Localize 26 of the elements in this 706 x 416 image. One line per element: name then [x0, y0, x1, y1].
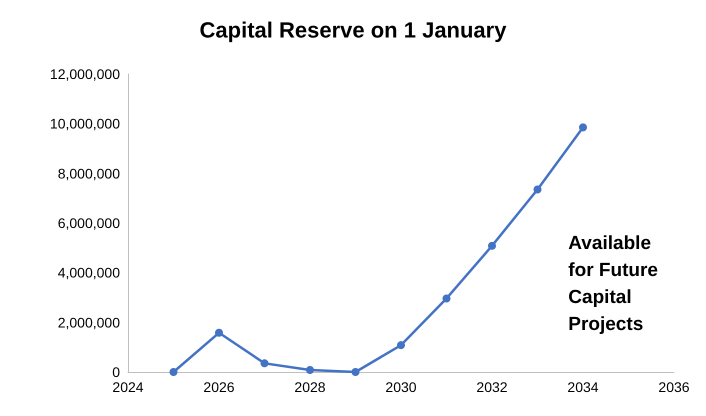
y-tick-label: 10,000,000: [50, 116, 120, 132]
y-tick-label: 6,000,000: [58, 215, 120, 231]
point: [397, 341, 405, 350]
point: [534, 185, 542, 194]
chart-title: Capital Reserve on 1 January: [200, 18, 508, 42]
point: [579, 123, 587, 132]
point: [352, 368, 360, 376]
y-tick-label: 12,000,000: [50, 66, 120, 82]
point: [306, 366, 314, 374]
point: [215, 328, 223, 337]
point: [442, 294, 450, 302]
y-tick-label: 2,000,000: [58, 314, 120, 330]
y-tick-label: 4,000,000: [58, 264, 120, 281]
annotation: Available for Future Capital Projects: [568, 233, 658, 335]
x-tick-label: 2030: [385, 379, 417, 395]
x-tick-label: 2026: [203, 379, 235, 395]
x-tick-label: 2034: [567, 379, 599, 395]
point: [488, 242, 496, 250]
point: [170, 368, 178, 376]
x-tick-label: 2028: [294, 379, 326, 395]
x-tick-label: 2024: [112, 379, 144, 395]
x-tick-label: 2036: [658, 379, 690, 395]
y-tick-label: 0: [112, 364, 120, 380]
x-tick-label: 2032: [476, 379, 508, 395]
y-tick-label: 8,000,000: [58, 165, 120, 182]
point: [260, 359, 268, 368]
